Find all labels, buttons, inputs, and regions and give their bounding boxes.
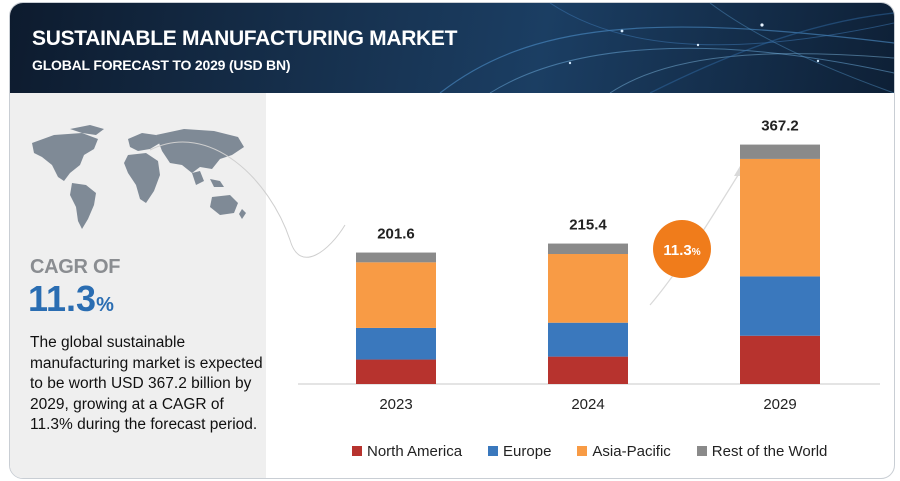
bar-segment-north-america-2023 xyxy=(356,359,436,384)
total-label-2029: 367.2 xyxy=(761,118,799,135)
bar-segment-asia-pacific-2023 xyxy=(356,262,436,328)
bar-segment-europe-2023 xyxy=(356,327,436,360)
legend-item-rest-of-world: Rest of the World xyxy=(696,442,828,460)
chart-legend: North America Europe Asia-Pacific Rest o… xyxy=(352,442,853,460)
left-info-panel: CAGR OF 11.3% The global sustainable man… xyxy=(10,93,266,478)
total-label-2023: 201.6 xyxy=(377,226,415,243)
cagr-badge-circle xyxy=(653,220,711,278)
x-tick-label-2029: 2029 xyxy=(763,396,796,413)
cagr-badge-unit: % xyxy=(692,247,701,258)
cagr-badge-text: 11.3% xyxy=(663,242,700,259)
cagr-value: 11.3% xyxy=(28,278,114,320)
cagr-number: 11.3 xyxy=(28,278,97,319)
bar-segment-europe-2029 xyxy=(740,276,820,336)
total-label-2024: 215.4 xyxy=(569,217,607,234)
cagr-badge: 11.3% xyxy=(653,220,711,278)
header-banner: SUSTAINABLE MANUFACTURING MARKET GLOBAL … xyxy=(10,3,894,93)
legend-swatch-north-america xyxy=(352,446,362,456)
x-tick-label-2023: 2023 xyxy=(379,396,412,413)
header-background-lights xyxy=(439,3,894,93)
bar-segment-rest-of-the-world-2023 xyxy=(356,252,436,263)
bar-segment-north-america-2024 xyxy=(548,356,628,384)
bar-segment-europe-2024 xyxy=(548,322,628,357)
legend-item-asia-pacific: Asia-Pacific xyxy=(577,442,671,460)
cagr-label: CAGR OF xyxy=(30,256,121,278)
chart-title: SUSTAINABLE MANUFACTURING MARKET xyxy=(32,27,458,50)
x-tick-label-2024: 2024 xyxy=(571,396,604,413)
bar-segment-asia-pacific-2029 xyxy=(740,158,820,277)
market-description: The global sustainable manufacturing mar… xyxy=(30,334,263,433)
legend-swatch-europe xyxy=(488,446,499,456)
legend-label-asia-pacific: Asia-Pacific xyxy=(592,442,671,460)
legend-item-north-america: North America xyxy=(352,443,462,460)
bars-group: 201.6 2023 215.4 2024 367.2 2029 xyxy=(356,118,820,413)
legend-item-europe: Europe xyxy=(488,443,551,460)
legend-swatch-rest-of-world xyxy=(696,446,707,456)
cagr-badge-value: 11.3 xyxy=(663,242,691,259)
bar-segment-north-america-2029 xyxy=(740,335,820,384)
chart-subtitle: GLOBAL FORECAST TO 2029 (USD BN) xyxy=(32,57,291,73)
bar-segment-rest-of-the-world-2029 xyxy=(740,144,820,159)
legend-label-north-america: North America xyxy=(367,442,463,460)
bar-segment-rest-of-the-world-2024 xyxy=(548,243,628,254)
decorative-curve xyxy=(149,141,346,258)
legend-label-europe: Europe xyxy=(503,442,552,460)
cagr-unit: % xyxy=(96,294,114,316)
legend-swatch-asia-pacific xyxy=(577,446,588,456)
world-map-icon xyxy=(32,125,246,229)
legend-label-rest-of-world: Rest of the World xyxy=(711,442,828,460)
bar-segment-asia-pacific-2024 xyxy=(548,253,628,323)
